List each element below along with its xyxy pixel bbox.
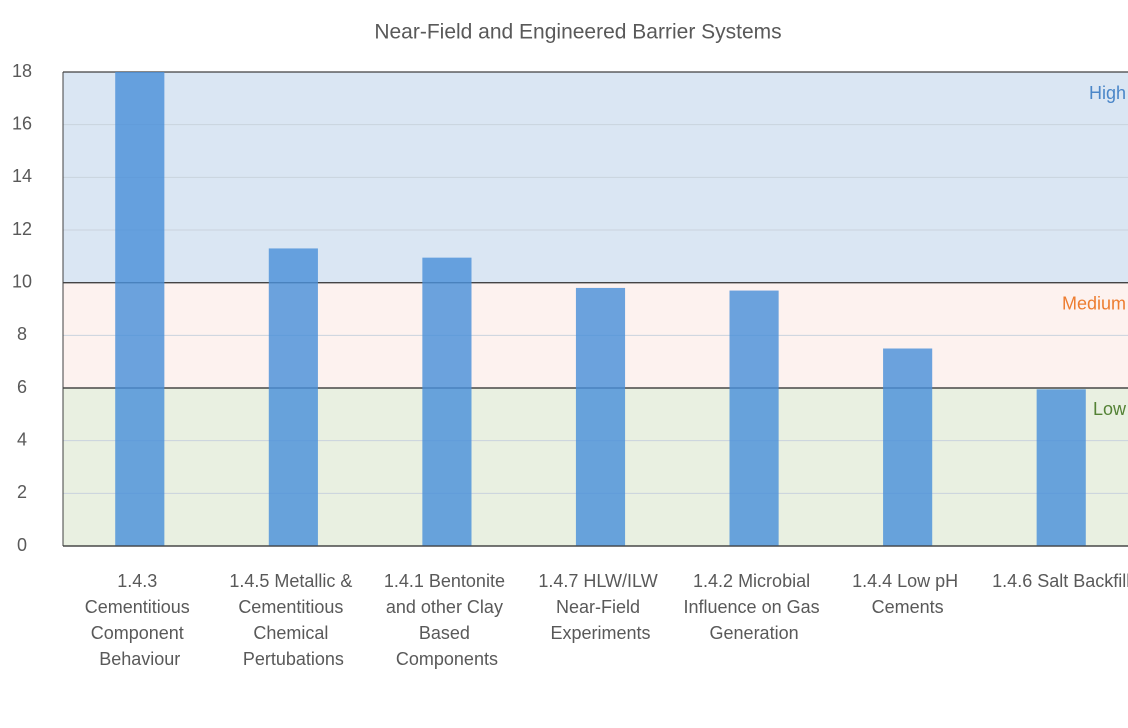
band-label: Medium [1062,293,1126,313]
y-tick-label: 6 [17,377,27,397]
y-tick-label: 16 [12,113,32,133]
y-tick-label: 14 [12,166,32,186]
bar [883,348,933,546]
y-tick-label: 18 [12,61,32,81]
x-tick-label-line: Experiments [550,623,650,643]
x-tick-label: 1.4.6 Salt Backfill [992,571,1128,591]
x-tick-label: 1.4.2 Microbial Influence on Gas Generat… [684,571,825,643]
x-tick-label-line: Based [419,623,475,643]
x-tick-label: 1.4.7 HLW/ILW Near-Field Experiments [538,571,662,643]
x-tick-label-line: Pertubations [243,649,344,669]
x-tick-label-line: Cementitious [238,597,348,617]
x-tick-label-line: Influence on Gas [684,597,825,617]
x-tick-label-line: Components [396,649,498,669]
y-tick-label: 2 [17,482,27,502]
x-tick-label: 1.4.1 Bentonite and other Clay Based Com… [384,571,510,669]
x-tick-label-line: Component [91,623,189,643]
bar [422,257,472,546]
x-tick-label: 1.4.3 Cementitious Component Behaviour [85,571,195,669]
x-tick-label-line: Cements [872,597,944,617]
y-tick-label: 4 [17,429,27,449]
x-tick-label-line: Behaviour [99,649,180,669]
y-tick-label: 8 [17,324,27,344]
chart-title: Near-Field and Engineered Barrier System… [374,21,781,44]
x-tick-label: 1.4.5 Metallic & Cementitious Chemical P… [229,571,357,669]
x-tick-label: 1.4.4 Low pH Cements [852,571,963,617]
x-tick-label-line: 1.4.7 HLW/ILW [538,571,662,591]
y-tick-label: 10 [12,271,32,291]
band-label: Low [1093,399,1127,419]
x-tick-label-line: 1.4.5 Metallic & [229,571,357,591]
y-tick-label: 0 [17,535,27,555]
x-tick-label-line: 1.4.1 Bentonite [384,571,510,591]
x-tick-label-line: 1.4.6 Salt Backfill [992,571,1128,591]
x-tick-label-line: Chemical [253,623,333,643]
bar [575,287,626,546]
x-tick-label-line: Cementitious [85,597,195,617]
x-tick-label-line: 1.4.2 Microbial [693,571,815,591]
bar [268,248,318,546]
x-tick-label-line: 1.4.4 Low pH [852,571,963,591]
y-tick-label: 12 [12,219,32,239]
band-label: High [1089,83,1126,103]
bar [729,290,779,546]
x-tick-label-line: and other Clay [386,597,508,617]
x-tick-label-line: Near-Field [556,597,645,617]
bar [1036,389,1086,546]
x-tick-label-line: Generation [710,623,799,643]
x-tick-label-line: 1.4.3 [117,571,162,591]
bar [115,72,165,546]
